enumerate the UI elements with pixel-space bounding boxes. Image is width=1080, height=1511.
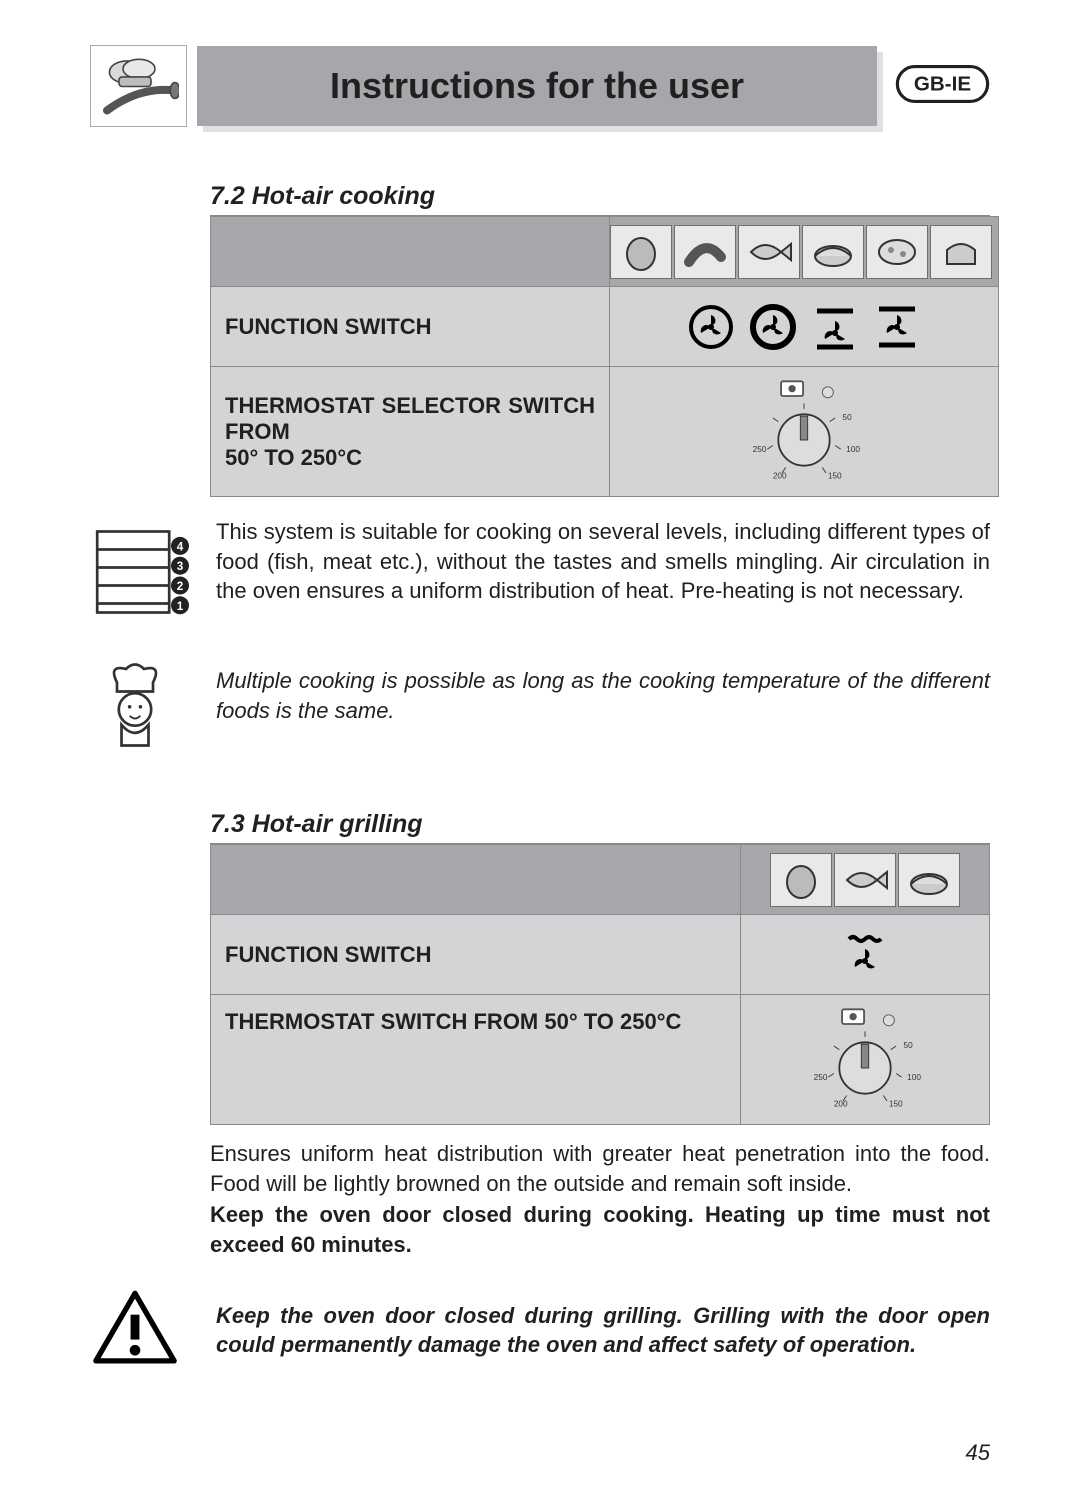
- manual-logo-icon: [90, 45, 187, 127]
- function-icons-row-2: [741, 929, 989, 981]
- section-7-3-body-1: Ensures uniform heat distribution with g…: [210, 1139, 990, 1198]
- svg-text:100: 100: [846, 445, 860, 454]
- svg-text:150: 150: [828, 472, 842, 481]
- function-icons-row: [610, 301, 998, 353]
- thermostat-dial-icon: 50 100 150 200 250: [739, 471, 869, 488]
- svg-text:150: 150: [889, 1100, 903, 1109]
- oven-rack-icon: 4 3 2 1: [90, 517, 198, 632]
- table-hot-air-cooking: FUNCTION SWITCH: [210, 216, 999, 497]
- thermostat-dial-icon-2: 50 100 150 200 250: [800, 1099, 930, 1116]
- section-7-2-body: This system is suitable for cooking on s…: [216, 517, 990, 606]
- fan-bottom-line-icon: [809, 301, 861, 353]
- function-switch-label-2: FUNCTION SWITCH: [211, 915, 741, 995]
- svg-text:50: 50: [843, 413, 853, 422]
- food-icons-row: [610, 225, 998, 279]
- food-icon-egg: [610, 225, 672, 279]
- section-heading-7-3: 7.3 Hot-air grilling: [210, 810, 990, 844]
- svg-text:250: 250: [814, 1073, 828, 1082]
- section-7-3-warning: Keep the oven door closed during grillin…: [216, 1301, 990, 1360]
- thermostat-line-3: 50° TO 250°C: [225, 445, 595, 471]
- table-hot-air-grilling: FUNCTION SWITCH THERMOSTAT SWITCH FROM 5…: [210, 844, 990, 1125]
- fan-circle-icon: [685, 301, 737, 353]
- food-icon-fish: [738, 225, 800, 279]
- food-icon-pie: [802, 225, 864, 279]
- page: Instructions for the user GB-IE 7.2 Hot-…: [0, 0, 1080, 1511]
- thermostat-word-2: SELECTOR: [382, 393, 501, 419]
- warning-row: Keep the oven door closed during grillin…: [210, 1288, 990, 1373]
- chef-note-row: Multiple cooking is possible as long as …: [210, 660, 990, 755]
- page-number: 45: [966, 1440, 990, 1466]
- food-icon-pizza: [866, 225, 928, 279]
- food-icons-row-2: [741, 853, 989, 907]
- thermostat-line-2: FROM: [225, 419, 595, 445]
- thermostat-label-2: THERMOSTAT SWITCH FROM 50° TO 250°C: [211, 995, 741, 1125]
- food-icon-fish-2: [834, 853, 896, 907]
- warning-icon: [90, 1288, 198, 1373]
- svg-text:200: 200: [834, 1100, 848, 1109]
- chef-tip-icon: [90, 660, 198, 755]
- svg-text:100: 100: [907, 1073, 921, 1082]
- header-bar: Instructions for the user: [197, 46, 877, 126]
- svg-text:4: 4: [177, 540, 184, 553]
- food-icon-cake: [930, 225, 992, 279]
- food-icon-egg-2: [770, 853, 832, 907]
- svg-text:200: 200: [773, 472, 787, 481]
- food-icon-pie-2: [898, 853, 960, 907]
- svg-text:GB-IE: GB-IE: [914, 72, 971, 95]
- section-7-3-body-2: Keep the oven door closed during cooking…: [210, 1200, 990, 1259]
- rack-paragraph-row: 4 3 2 1 This system is suitable for cook…: [210, 517, 990, 632]
- thermostat-label-cell: THERMOSTAT SELECTOR SWITCH FROM 50° TO 2…: [211, 367, 610, 497]
- svg-text:250: 250: [753, 445, 767, 454]
- region-badge: GB-IE: [895, 59, 990, 114]
- header-title: Instructions for the user: [330, 65, 744, 107]
- svg-text:50: 50: [903, 1041, 913, 1050]
- section-7-2-note: Multiple cooking is possible as long as …: [216, 666, 990, 725]
- svg-text:2: 2: [177, 580, 184, 593]
- svg-text:1: 1: [177, 600, 184, 613]
- fan-circle-bold-icon: [747, 301, 799, 353]
- thermostat-word-3: SWITCH: [508, 393, 595, 419]
- section-heading-7-2: 7.2 Hot-air cooking: [210, 182, 990, 216]
- header-row: Instructions for the user GB-IE: [90, 45, 990, 127]
- food-icon-sausage: [674, 225, 736, 279]
- grill-fan-icon: [839, 929, 891, 981]
- fan-between-lines-icon: [871, 301, 923, 353]
- thermostat-word-1: THERMOSTAT: [225, 393, 375, 419]
- content-column: 7.2 Hot-air cooking: [210, 182, 990, 1373]
- function-switch-label: FUNCTION SWITCH: [211, 287, 610, 367]
- svg-text:3: 3: [177, 560, 184, 573]
